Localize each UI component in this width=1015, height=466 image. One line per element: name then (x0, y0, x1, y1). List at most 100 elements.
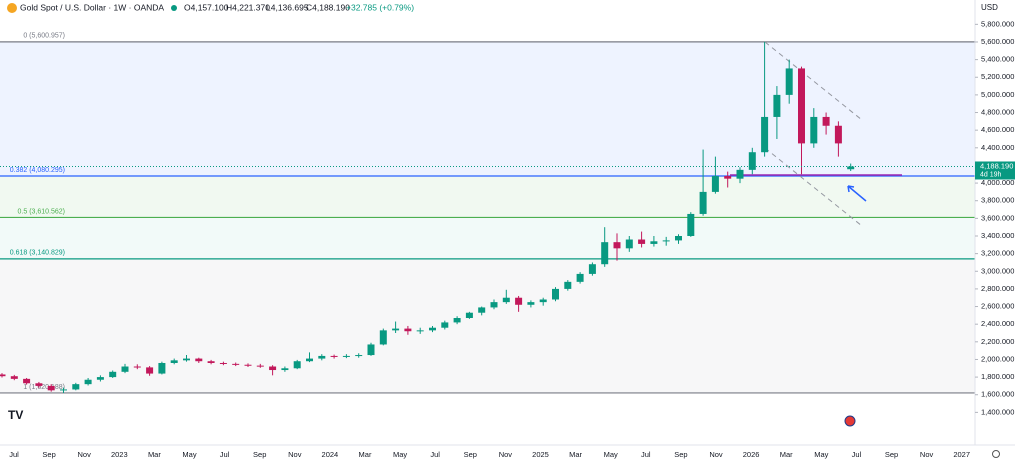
candle-body (638, 239, 646, 244)
y-tick-label: 2,800.000 (981, 284, 1014, 293)
candle-body (96, 377, 104, 380)
plot (0, 41, 975, 393)
settings[interactable] (992, 450, 1000, 458)
x-tick-label: Jul (852, 450, 862, 459)
fib-label: 0.618 (3,140.829) (10, 250, 65, 257)
candle-body (441, 322, 449, 328)
candle-body (342, 355, 350, 357)
candle-body (306, 358, 313, 362)
event-flag[interactable] (844, 415, 856, 427)
candle-body (183, 358, 190, 361)
fib-band (0, 175, 975, 218)
x-tick-label: 2024 (322, 450, 339, 459)
x-tick-label: Jul (430, 450, 440, 459)
candle-body (330, 355, 338, 357)
x-tick-label: Mar (359, 450, 372, 459)
y-tick-label: 3,600.000 (981, 213, 1014, 222)
candle-body (416, 330, 424, 332)
candle-body (10, 376, 18, 379)
logo: TV (8, 408, 23, 422)
x-tick-label: May (814, 450, 828, 459)
candle-body (0, 374, 6, 377)
last-price-tag (975, 161, 1015, 180)
x-tick-label: Nov (499, 450, 513, 459)
y-tick-label: 2,400.000 (981, 319, 1014, 328)
channel-line (764, 147, 863, 227)
candle-body (588, 264, 596, 274)
candle-body (736, 169, 744, 179)
candle-body (72, 384, 80, 390)
candle-body (121, 366, 129, 372)
fib-band (0, 217, 975, 259)
x-tick-label: Mar (148, 450, 161, 459)
x-tick-label: Sep (42, 450, 55, 459)
ohlc-close: C4,188.190 (306, 2, 350, 12)
candle-body (711, 176, 719, 192)
candle-body (576, 273, 584, 282)
candle-body (293, 361, 301, 369)
candle-body (133, 366, 141, 368)
candle-body (318, 355, 326, 359)
candle-body (564, 281, 572, 289)
x-tick-label: Mar (569, 450, 582, 459)
candle-body (834, 125, 842, 144)
candle-body (515, 297, 523, 305)
candle-body (724, 176, 732, 179)
candle-body (392, 328, 400, 331)
x-tick-label: 2026 (743, 450, 760, 459)
y-tick-label: 1,600.000 (981, 390, 1014, 399)
y-tick-label: 2,000.000 (981, 354, 1014, 363)
candle-body (35, 383, 43, 386)
candle-body (256, 365, 264, 367)
candle-body (539, 299, 547, 303)
symbol-icon (7, 3, 17, 13)
candle-body (453, 318, 461, 323)
channel (730, 41, 902, 227)
x-tick-label: Mar (780, 450, 793, 459)
fib-band (0, 41, 975, 176)
candle-body (478, 307, 486, 313)
candle-body (232, 363, 240, 365)
candle-body (699, 191, 707, 214)
y-tick-label: 1,400.000 (981, 407, 1014, 416)
candle-body (355, 355, 363, 357)
market-status (171, 5, 177, 11)
y-tick-label: 5,200.000 (981, 72, 1014, 81)
y-tick-label: 3,000.000 (981, 266, 1014, 275)
candle-body (170, 360, 178, 363)
x-tick-label: Sep (464, 450, 477, 459)
candle-body (822, 116, 830, 126)
x-tick-label: 2027 (953, 450, 970, 459)
y-tick-label: 5,600.000 (981, 37, 1014, 46)
y-tick-label: 1,800.000 (981, 372, 1014, 381)
y-tick-label: 4,800.000 (981, 108, 1014, 117)
x-tick-label: Jul (641, 450, 651, 459)
y-tick-label: 3,200.000 (981, 249, 1014, 258)
countdown: 4d 19h (980, 171, 1002, 178)
fib-label: 0 (5,600.957) (23, 33, 65, 40)
candle-body (527, 302, 535, 305)
last-price-label: 4,188.190 (980, 161, 1013, 170)
y-tick-label: 4,400.000 (981, 143, 1014, 152)
candle-body (798, 68, 805, 144)
x-tick-label: Nov (288, 450, 302, 459)
candle-body (552, 288, 559, 300)
candle-body (601, 242, 609, 265)
x-tick-label: Sep (253, 450, 266, 459)
candle-body (687, 213, 695, 236)
candle-body (502, 297, 510, 303)
y-tick-label: 4,000.000 (981, 178, 1014, 187)
x-tick-label: 2025 (532, 450, 549, 459)
candle-body (761, 116, 769, 153)
candle-body (23, 378, 31, 384)
candle-body (84, 379, 92, 385)
candle-body (60, 389, 67, 391)
y-tick-label: 3,800.000 (981, 196, 1014, 205)
x-tick-label: Sep (885, 450, 898, 459)
candle-body (269, 366, 277, 371)
y-tick-label: 5,000.000 (981, 90, 1014, 99)
currency: USD (981, 3, 998, 12)
candle-body (773, 94, 781, 117)
candle-body (207, 361, 215, 363)
